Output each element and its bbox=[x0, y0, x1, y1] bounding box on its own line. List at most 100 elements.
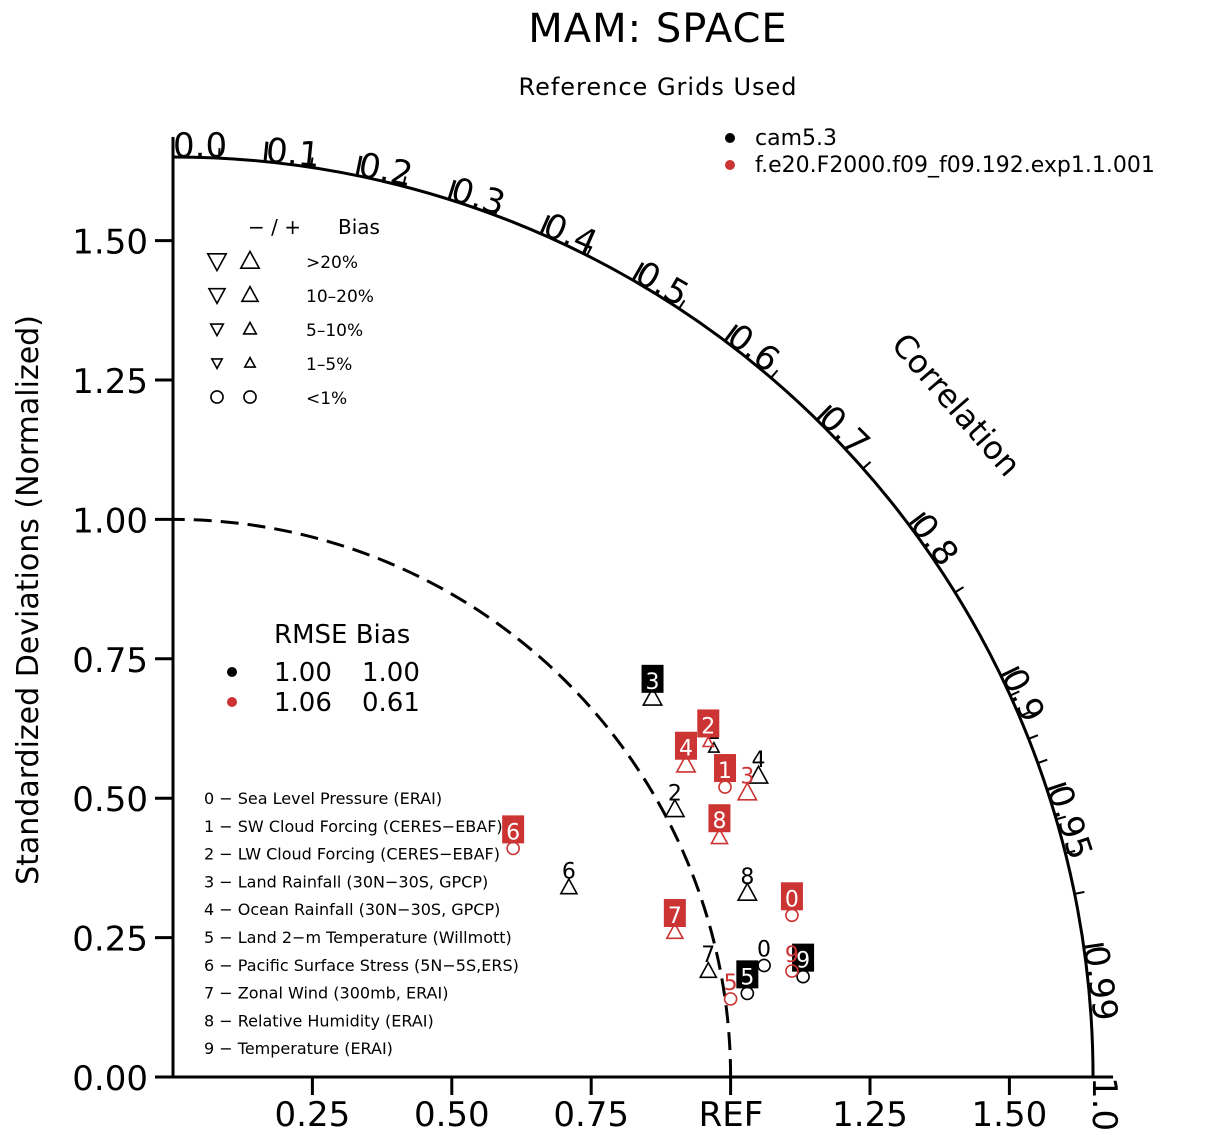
bias-legend-label: 10–20% bbox=[306, 287, 374, 307]
data-point-label-box bbox=[674, 731, 697, 760]
data-point: 9 bbox=[792, 943, 815, 984]
data-point-marker bbox=[641, 686, 664, 706]
data-point: 0 bbox=[757, 937, 771, 973]
rmse-value: 1.00 bbox=[274, 658, 332, 688]
correlation-minor-tick bbox=[494, 205, 500, 216]
y-axis-label: Standardized Deviations (Normalized) bbox=[11, 315, 46, 885]
bias-legend-down-triangle bbox=[210, 358, 224, 371]
correlation-tick bbox=[1000, 665, 1020, 678]
correlation-minor-tick bbox=[1037, 758, 1048, 765]
data-point-marker bbox=[747, 764, 770, 784]
data-point-label-box bbox=[714, 754, 737, 783]
x-axis-ref-label: REF bbox=[699, 1095, 764, 1135]
bias-legend-up-triangle bbox=[242, 320, 258, 335]
correlation-minor-tick bbox=[862, 461, 872, 470]
x-tick-label: 1.50 bbox=[972, 1095, 1048, 1135]
data-point: 2 bbox=[664, 781, 686, 818]
correlation-minor-tick bbox=[1055, 815, 1067, 821]
data-point-label: 6 bbox=[506, 820, 520, 845]
chart-title: MAM: SPACE bbox=[528, 6, 787, 52]
axes bbox=[171, 155, 1095, 1079]
correlation-tick bbox=[447, 179, 457, 200]
data-point-marker bbox=[707, 740, 721, 753]
data-points: 01234567890123456789 bbox=[502, 664, 815, 1006]
correlation-minor-tick bbox=[678, 299, 686, 310]
correlation-tick bbox=[815, 404, 833, 422]
data-point-label: 5 bbox=[740, 965, 754, 990]
data-point-label: 8 bbox=[740, 865, 754, 890]
correlation-tick bbox=[1046, 782, 1067, 792]
data-point-label: 9 bbox=[785, 943, 799, 968]
correlation-tick-label: 1.0 bbox=[1084, 1077, 1124, 1131]
data-point-label: 1 bbox=[718, 759, 732, 784]
reference-stddev-arc bbox=[172, 517, 733, 1078]
data-point-label: 4 bbox=[679, 737, 693, 762]
correlation-minor-tick bbox=[586, 245, 593, 256]
data-point-marker bbox=[736, 881, 758, 901]
correlation-minor-tick bbox=[770, 369, 779, 379]
data-point: 8 bbox=[708, 804, 731, 845]
correlation-tick-label: 0.0 bbox=[173, 126, 227, 166]
y-tick-label: 0.25 bbox=[72, 920, 148, 960]
series-legend-marker bbox=[725, 160, 735, 170]
correlation-minor-tick bbox=[218, 148, 221, 159]
data-point: 5 bbox=[724, 971, 738, 1006]
bias-legend-circle bbox=[210, 390, 224, 404]
data-point: 4 bbox=[674, 731, 697, 773]
rmse-bias-table: RMSE Bias 1.00 1.001.06 0.61 bbox=[227, 620, 420, 718]
correlation-tick-label: 0.8 bbox=[902, 506, 966, 573]
bias-legend-up-triangle bbox=[243, 355, 257, 368]
bias-legend-down-triangle bbox=[206, 253, 228, 273]
x-tick-label: 0.50 bbox=[414, 1095, 490, 1135]
x-tick-label: 0.75 bbox=[553, 1095, 629, 1135]
variable-legend-item: 7 − Zonal Wind (300mb, ERAI) bbox=[204, 984, 448, 1003]
data-point-label: 7 bbox=[701, 943, 715, 968]
y-tick-label: 0.00 bbox=[72, 1059, 148, 1099]
data-point: 7 bbox=[698, 943, 718, 979]
correlation-minor-tick bbox=[1019, 711, 1030, 718]
data-point-marker bbox=[698, 960, 718, 979]
variable-legend-item: 0 − Sea Level Pressure (ERAI) bbox=[204, 789, 442, 808]
data-point-label: 7 bbox=[668, 904, 682, 929]
bias-legend-label: 5–10% bbox=[306, 321, 363, 341]
data-point: 3 bbox=[641, 664, 664, 706]
series-legend-marker bbox=[725, 133, 735, 143]
data-point-label-box bbox=[736, 960, 759, 989]
series-legend-label: f.e20.F2000.f09_f09.192.exp1.1.001 bbox=[755, 153, 1155, 178]
variable-legend-item: 4 − Ocean Rainfall (30N−30S, GPCP) bbox=[204, 900, 500, 919]
data-point: 4 bbox=[747, 748, 770, 784]
correlation-tick-label: 0.2 bbox=[355, 145, 416, 195]
data-point-label-box bbox=[663, 899, 686, 928]
data-point-label: 2 bbox=[701, 714, 715, 739]
data-point-label: 5 bbox=[724, 971, 738, 996]
rmse-row-marker bbox=[227, 667, 237, 677]
data-point: 6 bbox=[559, 859, 579, 895]
correlation-tick-label: 0.9 bbox=[993, 662, 1053, 728]
variable-legend-item: 3 − Land Rainfall (30N−30S, GPCP) bbox=[204, 872, 488, 891]
correlation-minor-tick bbox=[1065, 849, 1076, 855]
rmse-table-header: RMSE Bias bbox=[274, 620, 410, 650]
data-point-label: 3 bbox=[740, 765, 754, 790]
data-point-marker bbox=[785, 964, 799, 978]
y-tick-label: 1.25 bbox=[72, 362, 148, 402]
correlation-minor-tick bbox=[402, 176, 407, 187]
correlation-tick-label: 0.3 bbox=[446, 170, 510, 224]
data-point-marker bbox=[736, 781, 758, 801]
correlation-tick bbox=[355, 155, 363, 176]
bias-legend-up-triangle bbox=[239, 249, 261, 270]
data-point-label-box bbox=[780, 882, 803, 911]
bias-value: 0.61 bbox=[362, 688, 420, 718]
data-point-label-box bbox=[708, 804, 731, 833]
correlation-tick-label: 0.99 bbox=[1075, 943, 1125, 1024]
correlation-minor-tick bbox=[1009, 690, 1020, 697]
bias-legend-label: 1–5% bbox=[306, 355, 352, 375]
data-point: 0 bbox=[780, 882, 803, 923]
data-point-label-box bbox=[641, 664, 664, 693]
chart-subtitle: Reference Grids Used bbox=[518, 73, 797, 101]
data-point-label: 4 bbox=[751, 748, 765, 773]
correlation-tick-label: 0.5 bbox=[629, 253, 696, 315]
y-tick-label: 0.75 bbox=[72, 641, 148, 681]
correlation-tick-label: 0.4 bbox=[537, 205, 603, 263]
bias-legend-label: <1% bbox=[306, 389, 347, 409]
data-point-label: 2 bbox=[668, 781, 682, 806]
